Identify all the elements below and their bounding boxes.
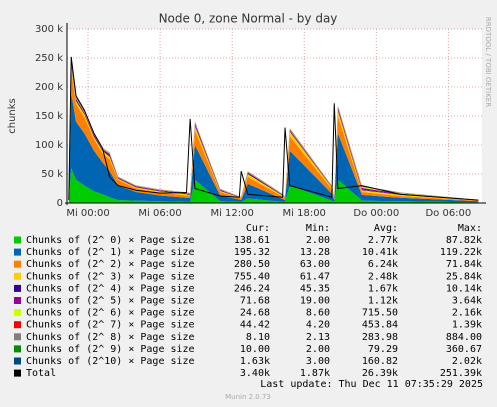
legend-stat: 160.82 bbox=[362, 356, 398, 367]
column-header: Avg: bbox=[374, 223, 398, 234]
legend-stat: 2.13 bbox=[306, 332, 330, 343]
legend-stat: 2.16k bbox=[452, 308, 482, 319]
legend-stat: 25.84k bbox=[446, 271, 482, 282]
legend-swatch bbox=[14, 236, 21, 244]
legend-stat: 884.00 bbox=[446, 332, 482, 343]
side-label: RRDTOOL / TOBI OETIKER bbox=[484, 17, 492, 107]
y-tick-label: 300 k bbox=[35, 24, 63, 35]
legend-stat: 453.84 bbox=[362, 320, 398, 331]
y-axis-label: chunks bbox=[7, 98, 18, 134]
legend-stat: 1.12k bbox=[368, 296, 398, 307]
legend-label: Chunks of (2^ 0) × Page size bbox=[26, 235, 195, 246]
legend-stat: 24.68 bbox=[240, 308, 270, 319]
legend-stat: 19.00 bbox=[300, 296, 330, 307]
legend-stat: 1.63k bbox=[240, 356, 270, 367]
x-tick-label: Mi 06:00 bbox=[138, 208, 181, 219]
legend-swatch bbox=[14, 309, 21, 317]
legend-label: Chunks of (2^ 4) × Page size bbox=[26, 283, 195, 294]
legend-stat: 195.32 bbox=[234, 247, 270, 258]
legend-stat: 71.68 bbox=[240, 296, 270, 307]
y-tick-label: 100 k bbox=[35, 140, 63, 151]
legend-label: Chunks of (2^ 7) × Page size bbox=[26, 320, 195, 331]
legend-stat: 26.39k bbox=[362, 368, 398, 379]
chart-title: Node 0, zone Normal - by day bbox=[159, 12, 338, 26]
legend-stat: 87.82k bbox=[446, 235, 482, 246]
legend-stat: 3.00 bbox=[306, 356, 330, 367]
legend-stat: 3.64k bbox=[452, 296, 482, 307]
area bbox=[68, 168, 479, 203]
legend-stat: 360.67 bbox=[446, 344, 482, 355]
area bbox=[68, 92, 479, 203]
legend-stat: 251.39k bbox=[440, 368, 482, 379]
x-tick-label: Mi 00:00 bbox=[66, 208, 109, 219]
legend-stat: 1.39k bbox=[452, 320, 482, 331]
legend-swatch bbox=[14, 284, 21, 292]
legend-stat: 79.29 bbox=[368, 344, 398, 355]
legend-stat: 1.67k bbox=[368, 283, 398, 294]
legend-label: Total bbox=[26, 368, 56, 379]
legend-swatch bbox=[14, 248, 21, 256]
legend-swatch bbox=[14, 369, 21, 377]
legend-stat: 63.00 bbox=[300, 259, 330, 270]
legend-stat: 2.00 bbox=[306, 344, 330, 355]
legend-stat: 3.40k bbox=[240, 368, 270, 379]
legend-stat: 10.14k bbox=[446, 283, 482, 294]
y-tick-label: 250 k bbox=[35, 53, 63, 64]
column-header: Cur: bbox=[246, 223, 270, 234]
y-tick-label: 0 bbox=[57, 198, 63, 209]
legend-stat: 246.24 bbox=[234, 283, 270, 294]
y-tick-label: 50 k bbox=[41, 169, 63, 180]
column-header: Max: bbox=[458, 223, 482, 234]
legend-swatch bbox=[14, 272, 21, 280]
x-tick-label: Mi 12:00 bbox=[210, 208, 253, 219]
legend-stat: 280.50 bbox=[234, 259, 270, 270]
legend-label: Chunks of (2^ 1) × Page size bbox=[26, 247, 195, 258]
legend-stat: 119.22k bbox=[440, 247, 482, 258]
legend-label: Chunks of (2^ 5) × Page size bbox=[26, 296, 195, 307]
legend-stat: 2.02k bbox=[452, 356, 482, 367]
legend-stat: 10.00 bbox=[240, 344, 270, 355]
legend-stat: 13.28 bbox=[300, 247, 330, 258]
legend-stat: 755.40 bbox=[234, 271, 270, 282]
legend-stat: 2.00 bbox=[306, 235, 330, 246]
column-header: Min: bbox=[306, 223, 330, 234]
legend-stat: 45.35 bbox=[300, 283, 330, 294]
legend-stat: 10.41k bbox=[362, 247, 398, 258]
x-tick-label: Do 06:00 bbox=[425, 208, 471, 219]
footer: Munin 2.0.73 bbox=[225, 393, 271, 401]
legend-stat: 1.87k bbox=[300, 368, 330, 379]
x-tick-label: Do 00:00 bbox=[353, 208, 399, 219]
legend-stat: 138.61 bbox=[234, 235, 270, 246]
legend-stat: 6.24k bbox=[368, 259, 398, 270]
legend-stat: 4.20 bbox=[306, 320, 330, 331]
legend-stat: 8.60 bbox=[306, 308, 330, 319]
legend-stat: 71.84k bbox=[446, 259, 482, 270]
legend-swatch bbox=[14, 345, 21, 353]
legend-stat: 2.77k bbox=[368, 235, 398, 246]
legend-stat: 8.10 bbox=[246, 332, 270, 343]
legend-swatch bbox=[14, 297, 21, 304]
legend-swatch bbox=[14, 260, 21, 268]
legend-label: Chunks of (2^ 8) × Page size bbox=[26, 332, 195, 343]
legend-swatch bbox=[14, 333, 21, 341]
total-line bbox=[68, 56, 479, 201]
legend-label: Chunks of (2^ 2) × Page size bbox=[26, 259, 195, 270]
y-tick-label: 200 k bbox=[35, 82, 63, 93]
legend-stat: 44.42 bbox=[240, 320, 270, 331]
legend-label: Chunks of (2^ 6) × Page size bbox=[26, 308, 195, 319]
last-update: Last update: Thu Dec 11 07:35:29 2025 bbox=[260, 379, 483, 390]
legend-label: Chunks of (2^ 3) × Page size bbox=[26, 271, 195, 282]
legend-stat: 2.48k bbox=[368, 271, 398, 282]
y-tick-label: 150 k bbox=[35, 111, 63, 122]
x-tick-label: Mi 18:00 bbox=[283, 208, 326, 219]
legend-stat: 283.98 bbox=[362, 332, 398, 343]
legend-stat: 715.50 bbox=[362, 308, 398, 319]
legend-swatch bbox=[14, 321, 21, 329]
legend-label: Chunks of (2^10) × Page size bbox=[26, 356, 195, 367]
legend-stat: 61.47 bbox=[300, 271, 330, 282]
legend-label: Chunks of (2^ 9) × Page size bbox=[26, 344, 195, 355]
legend-swatch bbox=[14, 357, 21, 365]
